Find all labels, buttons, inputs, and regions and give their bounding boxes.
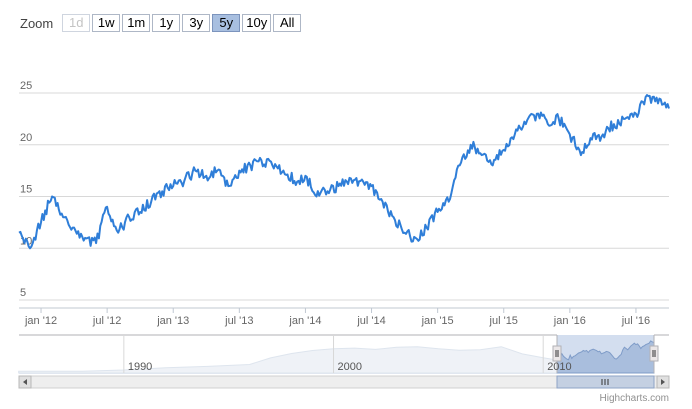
y-tick-label: 15: [20, 184, 32, 196]
zoom-button-5y[interactable]: 5y: [212, 14, 241, 32]
navigator-selected-series: [556, 340, 655, 374]
navigator-tick-label: 1990: [128, 361, 152, 373]
navigator[interactable]: 1990 2000 2010: [18, 334, 669, 374]
series-line: [18, 94, 670, 250]
x-tick-label: jan '16: [553, 315, 586, 327]
navigator-handle-right[interactable]: [649, 345, 659, 362]
zoom-button-all[interactable]: All: [273, 14, 302, 32]
x-tick-label: jan '14: [288, 315, 321, 327]
zoom-button-3y[interactable]: 3y: [182, 14, 211, 32]
scrollbar[interactable]: [18, 375, 670, 389]
x-axis-labels: jan '12 jul '12 jan '13 jul '13 jan '14 jul '…: [24, 308, 650, 327]
y-gridlines: [19, 92, 669, 301]
navigator-handle-left[interactable]: [552, 345, 562, 362]
x-tick-label: jan '12: [24, 315, 57, 327]
zoom-button-1y[interactable]: 1y: [152, 14, 181, 32]
x-tick-label: jul '15: [489, 315, 518, 327]
navigator-tick-label: 2000: [338, 361, 362, 373]
scrollbar-left-arrow[interactable]: [18, 375, 32, 389]
y-tick-label: 5: [20, 287, 26, 299]
x-tick-label: jul '14: [356, 315, 385, 327]
credits-link[interactable]: Highcharts.com: [600, 393, 669, 404]
x-tick-label: jul '13: [224, 315, 253, 327]
scrollbar-thumb[interactable]: [556, 375, 655, 389]
zoom-button-1m[interactable]: 1m: [122, 14, 151, 32]
range-selector: Zoom 1d 1w 1m 1y 3y 5y 10y All: [20, 13, 303, 33]
x-tick-label: jan '15: [421, 315, 454, 327]
x-tick-label: jul '12: [92, 315, 121, 327]
zoom-button-1w[interactable]: 1w: [92, 14, 121, 32]
zoom-buttons: 1d 1w 1m 1y 3y 5y 10y All: [62, 14, 303, 32]
x-tick-label: jul '16: [621, 315, 650, 327]
zoom-button-10y[interactable]: 10y: [242, 14, 272, 32]
scrollbar-right-arrow[interactable]: [656, 375, 670, 389]
navigator-mask-left: [19, 335, 557, 373]
zoom-button-1d: 1d: [62, 14, 91, 32]
y-tick-label: 25: [20, 80, 32, 92]
navigator-tick-label: 2010: [547, 361, 571, 373]
x-tick-label: jan '13: [156, 315, 189, 327]
zoom-label: Zoom: [20, 15, 54, 31]
y-tick-label: 20: [20, 132, 32, 144]
navigator-axis-labels: 1990 2000 2010: [123, 335, 572, 373]
